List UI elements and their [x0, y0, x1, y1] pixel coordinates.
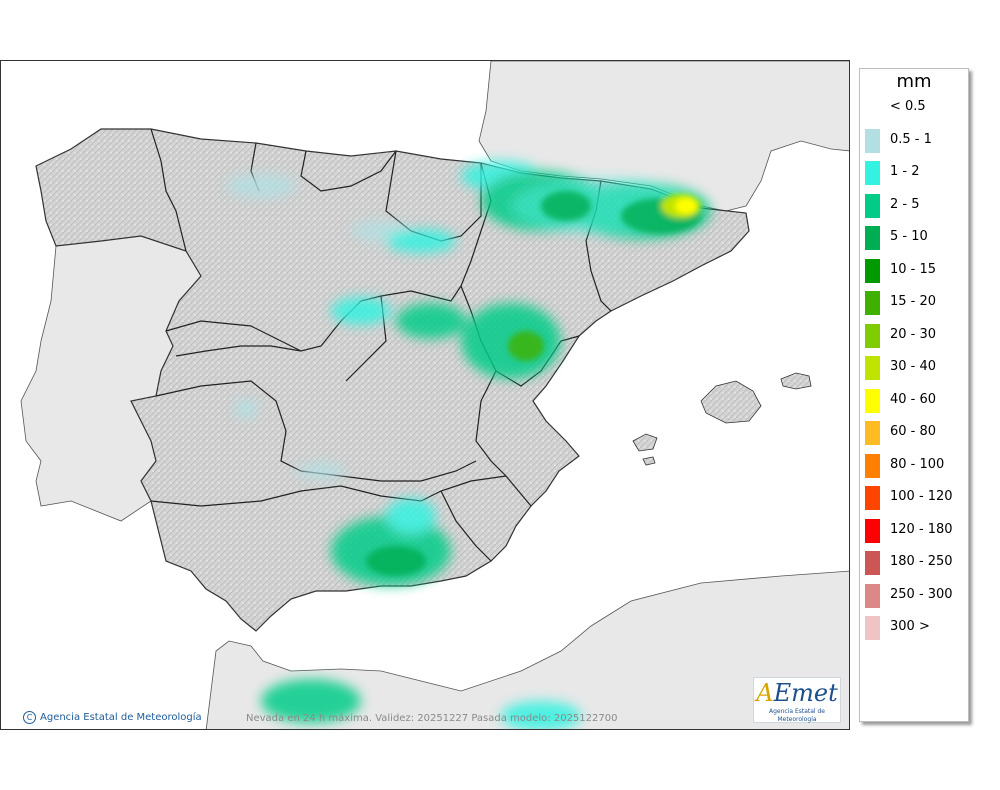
legend-item: 5 - 10: [860, 225, 968, 258]
legend-item: 30 - 40: [860, 355, 968, 388]
legend-list: < 0.5 0.5 - 1 1 - 2 2 - 5 5 - 10 10 - 15 15 - …: [860, 95, 968, 648]
legend-swatch: [865, 486, 880, 510]
legend-label: 0.5 - 1: [890, 131, 932, 147]
legend-swatch: [865, 96, 880, 120]
logo-subtitle: Agencia Estatal de Meteorología: [768, 708, 825, 723]
island-ibiza: [632, 433, 658, 452]
legend-item: 120 - 180: [860, 518, 968, 551]
land-france: [478, 61, 849, 212]
legend-label: 15 - 20: [890, 294, 937, 309]
legend-item: 20 - 30: [860, 323, 968, 356]
legend-swatch: [865, 388, 880, 413]
legend-swatch: [865, 193, 880, 218]
legend-swatch: [865, 616, 880, 640]
island-mallorca: [700, 380, 762, 424]
island-formentera: [642, 456, 656, 466]
map-canvas: [1, 61, 849, 729]
legend-item: 2 - 5: [860, 193, 968, 226]
legend-item: 60 - 80: [860, 420, 968, 453]
legend-label: 20 - 30: [890, 326, 937, 342]
legend-item: < 0.5: [860, 95, 968, 128]
legend-label: 250 - 300: [890, 586, 953, 602]
legend-label: 180 - 250: [890, 554, 953, 569]
legend-swatch: [865, 258, 880, 283]
legend-label: 2 - 5: [890, 196, 920, 212]
legend-swatch: [865, 226, 880, 250]
legend-swatch: [865, 583, 880, 608]
validity-info: Nevada en 24 h máxima. Validez: 20251227…: [246, 713, 618, 724]
legend-swatch: [865, 518, 880, 543]
logo-wordmark: AEmet: [756, 679, 838, 707]
legend-swatch: [865, 323, 880, 348]
legend-label: 120 - 180: [890, 521, 953, 537]
legend: mm < 0.5 0.5 - 1 1 - 2 2 - 5 5 - 10 10 - 15 15…: [859, 68, 969, 722]
legend-swatch: [865, 161, 880, 185]
legend-item: 10 - 15: [860, 258, 968, 291]
legend-swatch: [865, 356, 880, 380]
legend-swatch: [865, 551, 880, 575]
legend-item: 180 - 250: [860, 550, 968, 583]
legend-label: 60 - 80: [890, 424, 937, 439]
legend-item: 250 - 300: [860, 583, 968, 616]
legend-swatch: [865, 291, 880, 315]
legend-swatch: [865, 128, 880, 153]
credit-text: Agencia Estatal de Meteorología: [40, 712, 202, 723]
legend-swatch: [865, 421, 880, 445]
snowfall-map: C Agencia Estatal de Meteorología Nevada…: [0, 60, 850, 730]
legend-label: 30 - 40: [890, 359, 937, 374]
credit-line: C Agencia Estatal de Meteorología: [23, 711, 202, 724]
legend-label: 300 >: [890, 619, 930, 634]
land-africa: [205, 570, 849, 729]
legend-label: 40 - 60: [890, 391, 937, 407]
copyright-icon: C: [23, 711, 36, 724]
legend-item: 1 - 2: [860, 160, 968, 193]
legend-item: 15 - 20: [860, 290, 968, 323]
legend-label: 1 - 2: [890, 164, 920, 179]
legend-unit: mm: [896, 71, 932, 92]
legend-label: < 0.5: [890, 99, 926, 114]
legend-item: 100 - 120: [860, 485, 968, 518]
snowfall-shading: [226, 161, 711, 729]
island-menorca: [780, 372, 812, 390]
legend-item: 40 - 60: [860, 388, 968, 421]
legend-label: 5 - 10: [890, 229, 928, 244]
aemet-logo: AEmet Agencia Estatal de Meteorología: [753, 677, 841, 723]
legend-swatch: [865, 453, 880, 478]
legend-label: 10 - 15: [890, 261, 937, 277]
legend-item: 80 - 100: [860, 453, 968, 486]
legend-label: 100 - 120: [890, 489, 953, 504]
legend-label: 80 - 100: [890, 456, 945, 472]
legend-item: 300 >: [860, 615, 968, 648]
legend-item: 0.5 - 1: [860, 128, 968, 161]
